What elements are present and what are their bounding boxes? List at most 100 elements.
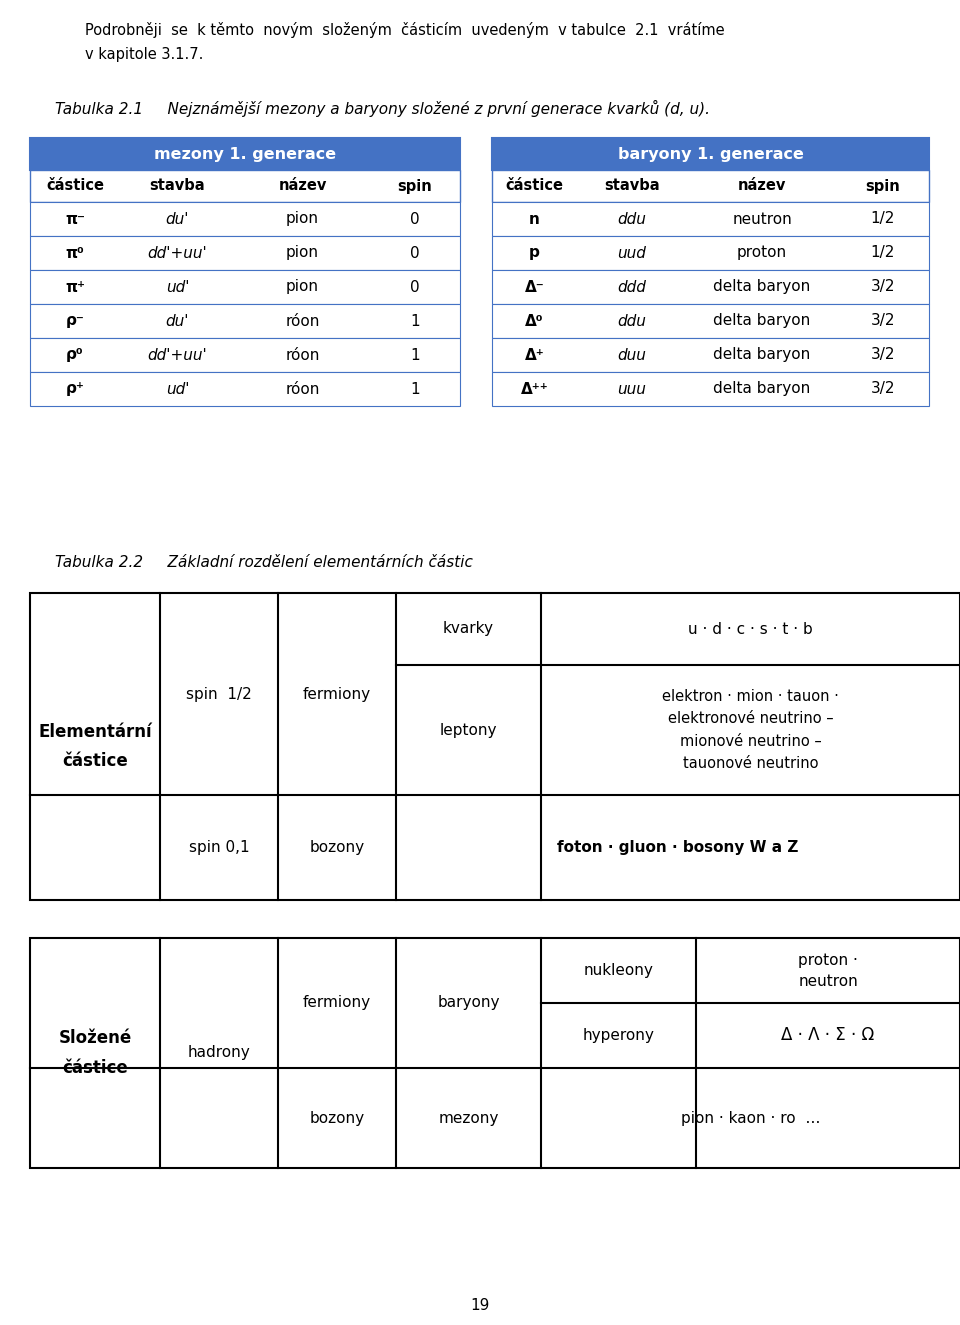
Text: v kapitole 3.1.7.: v kapitole 3.1.7. (85, 46, 204, 62)
Bar (30, 236, 460, 270)
Text: 19: 19 (470, 1297, 490, 1313)
Text: 1/2: 1/2 (871, 245, 895, 261)
Bar (492, 201, 929, 236)
Text: stavba: stavba (604, 179, 660, 193)
Text: fermiony: fermiony (303, 686, 372, 701)
Text: Δ⁺⁺: Δ⁺⁺ (520, 382, 548, 396)
Text: 1: 1 (410, 382, 420, 396)
Text: ddu: ddu (617, 314, 646, 329)
Text: uuu: uuu (617, 382, 646, 396)
Bar (30, 938, 160, 1169)
Text: pion: pion (286, 212, 319, 227)
Text: ddu: ddu (617, 212, 646, 227)
Bar (30, 303, 460, 338)
Text: Δ⁻: Δ⁻ (524, 280, 544, 294)
Text: delta baryon: delta baryon (713, 347, 810, 363)
Bar (30, 594, 960, 900)
Text: dd'+uu': dd'+uu' (148, 245, 207, 261)
Text: spin: spin (866, 179, 900, 193)
Text: mezony 1. generace: mezony 1. generace (154, 147, 336, 162)
Text: proton ·
neutron: proton · neutron (798, 953, 858, 988)
Bar (160, 938, 278, 1169)
Text: spin 0,1: spin 0,1 (189, 840, 250, 855)
Text: stavba: stavba (150, 179, 205, 193)
Text: 1: 1 (410, 314, 420, 329)
Text: baryony 1. generace: baryony 1. generace (617, 147, 804, 162)
Text: baryony: baryony (437, 995, 500, 1011)
Text: ud': ud' (166, 280, 189, 294)
Text: π⁰: π⁰ (65, 245, 84, 261)
Text: pion: pion (286, 245, 319, 261)
Text: 3/2: 3/2 (871, 347, 896, 363)
Bar (492, 270, 929, 303)
Bar (30, 270, 460, 303)
Text: π⁻: π⁻ (65, 212, 85, 227)
Text: neutron: neutron (732, 212, 792, 227)
Bar (492, 303, 929, 338)
Text: název: název (278, 179, 326, 193)
Text: 3/2: 3/2 (871, 314, 896, 329)
Text: částice: částice (506, 179, 564, 193)
Text: bozony: bozony (309, 840, 365, 855)
Text: kvarky: kvarky (443, 621, 494, 636)
Bar (492, 236, 929, 270)
Text: u · d · c · s · t · b: u · d · c · s · t · b (688, 621, 813, 636)
Text: foton · gluon · bosony W a Z: foton · gluon · bosony W a Z (558, 840, 799, 855)
Text: du': du' (166, 212, 189, 227)
Bar (160, 594, 278, 900)
Bar (30, 338, 460, 372)
Text: Δ⁺: Δ⁺ (524, 347, 544, 363)
Text: delta baryon: delta baryon (713, 280, 810, 294)
Text: Elementární
částice: Elementární částice (38, 723, 152, 770)
Text: nukleony: nukleony (584, 963, 654, 978)
Text: Tabulka 2.1     Nejznámější mezony a baryony složené z první generace kvarků (d,: Tabulka 2.1 Nejznámější mezony a baryony… (55, 99, 710, 117)
Text: ddd: ddd (617, 280, 646, 294)
Text: p: p (529, 245, 540, 261)
Text: fermiony: fermiony (303, 995, 372, 1011)
Text: leptony: leptony (440, 722, 497, 738)
Text: ρ⁺: ρ⁺ (65, 382, 84, 396)
Text: n: n (529, 212, 540, 227)
Text: ρ⁰: ρ⁰ (66, 347, 84, 363)
Text: ud': ud' (166, 382, 189, 396)
Text: spin  1/2: spin 1/2 (186, 686, 252, 701)
Text: proton: proton (737, 245, 787, 261)
Text: uud: uud (617, 245, 646, 261)
Text: duu: duu (617, 347, 646, 363)
Text: název: název (738, 179, 786, 193)
Text: ρ⁻: ρ⁻ (65, 314, 84, 329)
Bar (30, 594, 160, 900)
Bar (30, 372, 460, 405)
Bar (30, 138, 460, 170)
Text: hadrony: hadrony (187, 1045, 251, 1060)
Text: Δ⁰: Δ⁰ (525, 314, 543, 329)
Text: delta baryon: delta baryon (713, 382, 810, 396)
Text: róon: róon (285, 347, 320, 363)
Text: mezony: mezony (439, 1110, 498, 1125)
Bar (492, 338, 929, 372)
Text: Podrobněji  se  k těmto  novým  složeným  částicím  uvedeným  v tabulce  2.1  vr: Podrobněji se k těmto novým složeným čás… (85, 23, 725, 38)
Text: spin: spin (397, 179, 432, 193)
Text: Δ · Λ · Σ · Ω: Δ · Λ · Σ · Ω (781, 1027, 875, 1044)
Text: dd'+uu': dd'+uu' (148, 347, 207, 363)
Bar (492, 138, 929, 170)
Bar (492, 372, 929, 405)
Text: 0: 0 (410, 212, 420, 227)
Text: Složené
částice: Složené částice (59, 1030, 132, 1077)
Text: částice: částice (46, 179, 104, 193)
Bar (278, 594, 396, 900)
Bar (30, 201, 460, 236)
Text: róon: róon (285, 314, 320, 329)
Bar (30, 170, 460, 201)
Text: hyperony: hyperony (583, 1028, 655, 1043)
Text: pion: pion (286, 280, 319, 294)
Text: 3/2: 3/2 (871, 280, 896, 294)
Bar (492, 170, 929, 201)
Text: 0: 0 (410, 280, 420, 294)
Text: du': du' (166, 314, 189, 329)
Text: Tabulka 2.2     Základní rozdělení elementárních částic: Tabulka 2.2 Základní rozdělení elementár… (55, 555, 473, 570)
Text: π⁺: π⁺ (65, 280, 85, 294)
Bar (30, 938, 960, 1169)
Text: 1: 1 (410, 347, 420, 363)
Text: elektron · mion · tauon ·
elektronové neutrino –
mionové neutrino –
tauonové neu: elektron · mion · tauon · elektronové ne… (662, 689, 839, 771)
